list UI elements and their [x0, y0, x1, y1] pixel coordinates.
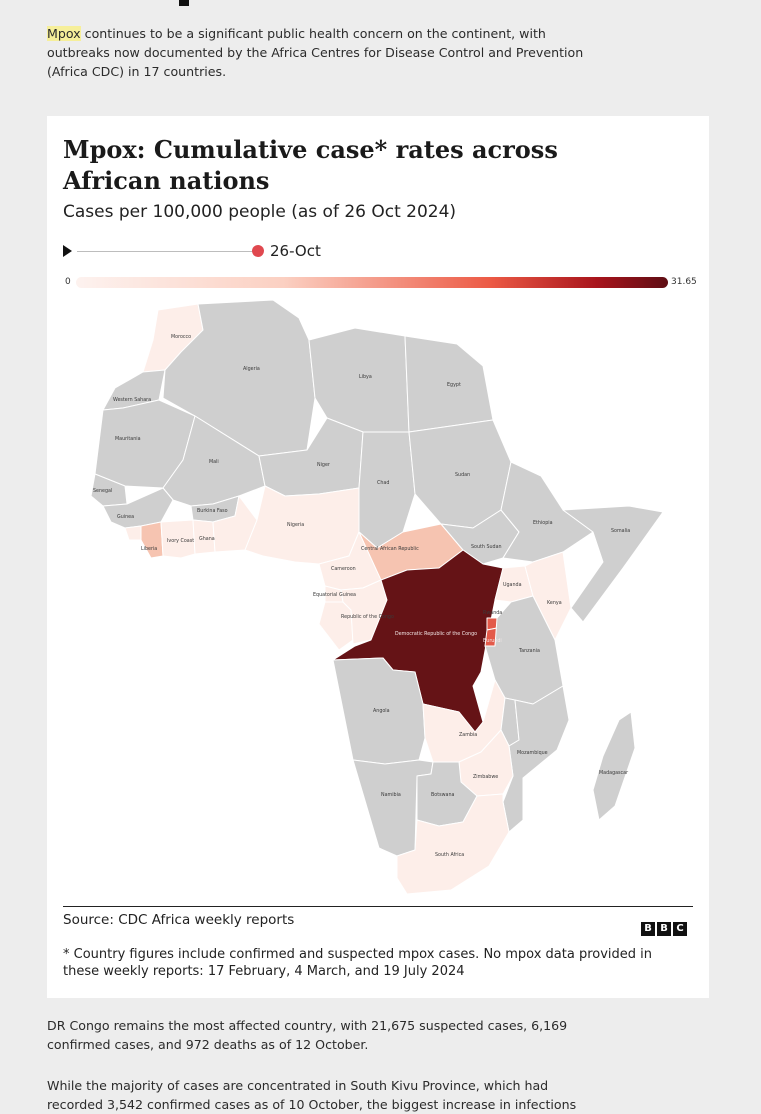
label-algeria: Algeria — [243, 366, 260, 372]
chart-subtitle: Cases per 100,000 people (as of 26 Oct 2… — [63, 202, 457, 222]
label-congo: Republic of the Congo — [341, 614, 394, 620]
label-car: Central African Republic — [361, 546, 419, 552]
chart-source: Source: CDC Africa weekly reports — [63, 912, 295, 928]
country-madagascar[interactable] — [592, 711, 636, 821]
label-uganda: Uganda — [503, 582, 522, 588]
timeline-control: 26-Oct — [63, 242, 363, 262]
map-country-labels: Morocco Algeria Libya Egypt Western Saha… — [93, 334, 630, 858]
country-gabon[interactable] — [318, 601, 354, 651]
highlighted-term: Mpox — [47, 26, 81, 41]
label-sudan: Sudan — [455, 472, 470, 478]
timeline-date: 26-Oct — [270, 242, 321, 260]
country-liberia[interactable] — [140, 521, 164, 559]
label-botswana: Botswana — [431, 792, 455, 798]
legend-min: 0 — [65, 277, 71, 287]
label-somalia: Somalia — [611, 528, 630, 534]
country-sierra-leone[interactable] — [124, 525, 142, 541]
label-niger: Niger — [317, 462, 330, 468]
label-guinea: Guinea — [117, 514, 134, 520]
africa-map-svg: Morocco Algeria Libya Egypt Western Saha… — [90, 300, 664, 895]
bbc-logo-letter: B — [641, 922, 655, 936]
country-egypt[interactable] — [404, 335, 494, 433]
color-legend: 0 31.65 — [63, 276, 699, 290]
label-burkina: Burkina Faso — [197, 508, 228, 514]
label-kenya: Kenya — [547, 600, 562, 606]
label-south-sudan: South Sudan — [471, 544, 502, 550]
label-drc: Democratic Republic of the Congo — [395, 631, 477, 637]
label-mali: Mali — [209, 459, 219, 465]
label-angola: Angola — [373, 708, 390, 714]
intro-paragraph: Mpox continues to be a significant publi… — [47, 24, 607, 81]
label-cameroon: Cameroon — [331, 566, 356, 572]
label-zambia: Zambia — [459, 732, 477, 738]
country-somalia[interactable] — [562, 505, 664, 623]
cut-off-heading — [47, 0, 347, 12]
country-ethiopia[interactable] — [500, 461, 594, 563]
label-south-africa: South Africa — [435, 852, 464, 858]
label-namibia: Namibia — [381, 792, 401, 798]
label-libya: Libya — [359, 374, 372, 380]
label-mozambique: Mozambique — [517, 750, 548, 756]
label-morocco: Morocco — [171, 334, 191, 340]
chart-title: Mpox: Cumulative case* rates across Afri… — [63, 135, 558, 195]
label-chad: Chad — [377, 480, 389, 486]
legend-gradient — [76, 277, 668, 288]
play-icon[interactable] — [63, 245, 72, 257]
mpox-chart-card: Mpox: Cumulative case* rates across Afri… — [47, 116, 709, 998]
africa-map: Morocco Algeria Libya Egypt Western Saha… — [63, 300, 693, 898]
label-zimbabwe: Zimbabwe — [473, 774, 498, 780]
timeline-track[interactable] — [77, 251, 255, 252]
label-tanzania: Tanzania — [518, 648, 540, 654]
intro-text: continues to be a significant public hea… — [47, 26, 584, 79]
label-burundi: Burundi — [483, 638, 502, 644]
label-egypt: Egypt — [447, 382, 461, 388]
country-libya[interactable] — [308, 327, 410, 433]
country-ivory-coast[interactable] — [160, 519, 196, 559]
label-mauritania: Mauritania — [115, 436, 141, 442]
timeline-handle[interactable] — [252, 245, 264, 257]
footer-divider — [63, 906, 693, 907]
country-south-africa[interactable] — [396, 793, 510, 895]
bbc-logo-letter: B — [657, 922, 671, 936]
body-paragraph-south-kivu: While the majority of cases are concentr… — [47, 1078, 577, 1112]
country-chad[interactable] — [358, 431, 416, 549]
label-ivory: Ivory Coast — [167, 538, 194, 544]
body-paragraph-drc: DR Congo remains the most affected count… — [47, 1018, 568, 1052]
label-western-sahara: Western Sahara — [113, 397, 151, 403]
legend-max: 31.65 — [671, 277, 697, 287]
label-senegal: Senegal — [93, 488, 112, 494]
label-liberia: Liberia — [141, 546, 157, 552]
label-nigeria: Nigeria — [287, 522, 304, 528]
label-eq-guinea: Equatorial Guinea — [313, 592, 356, 598]
label-ethiopia: Ethiopia — [533, 520, 553, 526]
chart-footnote: * Country figures include confirmed and … — [63, 947, 653, 979]
label-ghana: Ghana — [199, 536, 215, 542]
label-madagascar: Madagascar — [599, 770, 628, 776]
bbc-logo-letter: C — [673, 922, 687, 936]
label-rwanda: Rwanda — [483, 610, 502, 616]
